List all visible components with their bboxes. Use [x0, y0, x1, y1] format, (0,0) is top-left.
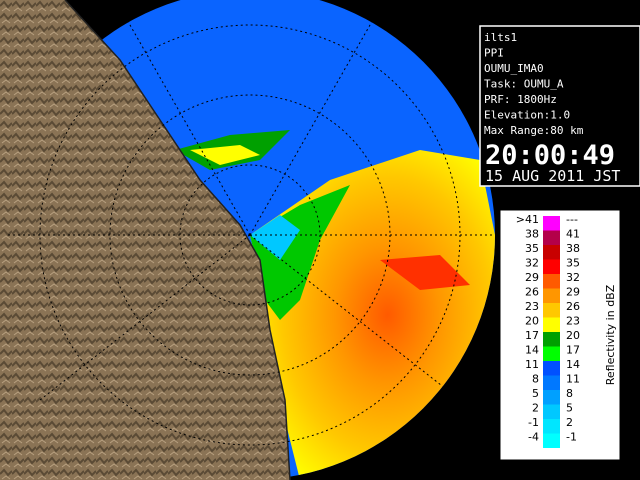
legend-swatch — [543, 332, 560, 347]
info-line: OUMU_IMA0 — [484, 62, 544, 75]
legend-high: 35 — [566, 257, 580, 270]
legend-high: 32 — [566, 271, 580, 284]
legend-low: 26 — [525, 286, 539, 299]
legend-high: 2 — [566, 416, 573, 429]
legend-high: 17 — [566, 344, 580, 357]
legend-swatch — [543, 245, 560, 260]
legend-low: -4 — [528, 431, 539, 444]
legend-high: 20 — [566, 329, 580, 342]
legend-low: >41 — [516, 213, 539, 226]
info-line: PPI — [484, 47, 504, 60]
legend-swatch — [543, 361, 560, 376]
legend-high: 29 — [566, 286, 580, 299]
info-line: Max Range:80 km — [484, 124, 584, 137]
legend-title: Reflectivity in dBZ — [604, 284, 617, 385]
echo-light — [250, 215, 300, 260]
legend-swatch — [543, 375, 560, 390]
legend-low: 2 — [532, 402, 539, 415]
info-line: PRF: 1800Hz — [484, 93, 557, 106]
legend-swatch — [543, 230, 560, 245]
legend-low: 17 — [525, 329, 539, 342]
terrain — [0, 0, 290, 480]
echo-north-core — [190, 145, 260, 165]
legend-swatch — [543, 216, 560, 231]
legend-swatch — [543, 288, 560, 303]
time: 20:00:49 — [485, 140, 615, 171]
range-rings — [5, 0, 495, 446]
legend-high: 11 — [566, 373, 580, 386]
legend-swatch — [543, 346, 560, 361]
legend-low: 32 — [525, 257, 539, 270]
legend-low: 38 — [525, 228, 539, 241]
legend-low: 23 — [525, 300, 539, 313]
legend-swatch — [543, 390, 560, 405]
legend-swatch — [543, 404, 560, 419]
legend-low: -1 — [528, 416, 539, 429]
legend-low: 14 — [525, 344, 539, 357]
echo-green — [250, 185, 350, 320]
legend-high: 8 — [566, 387, 573, 400]
legend-low: 20 — [525, 315, 539, 328]
legend-high: 41 — [566, 228, 580, 241]
date: 15 AUG 2011 JST — [485, 167, 620, 185]
legend-low: 29 — [525, 271, 539, 284]
legend-swatch — [543, 419, 560, 434]
legend-high: 5 — [566, 402, 573, 415]
legend-high: 23 — [566, 315, 580, 328]
info-line: ilts1 — [484, 31, 517, 44]
info-line: Task: OUMU_A — [484, 78, 564, 91]
info-line: Elevation:1.0 — [484, 109, 570, 122]
coastline — [64, 0, 291, 480]
legend-swatch — [543, 433, 560, 448]
legend-low: 35 — [525, 242, 539, 255]
echo-core — [380, 255, 470, 290]
legend-swatch — [543, 317, 560, 332]
legend-high: -1 — [566, 431, 577, 444]
legend-low: 8 — [532, 373, 539, 386]
legend-high: 14 — [566, 358, 580, 371]
legend-swatch — [543, 274, 560, 289]
legend-low: 5 — [532, 387, 539, 400]
info-panel — [479, 25, 640, 187]
legend-high: 26 — [566, 300, 580, 313]
legend-swatch — [543, 303, 560, 318]
legend-high: 38 — [566, 242, 580, 255]
legend-low: 11 — [525, 358, 539, 371]
legend-high: --- — [566, 213, 578, 226]
legend-swatch — [543, 259, 560, 274]
